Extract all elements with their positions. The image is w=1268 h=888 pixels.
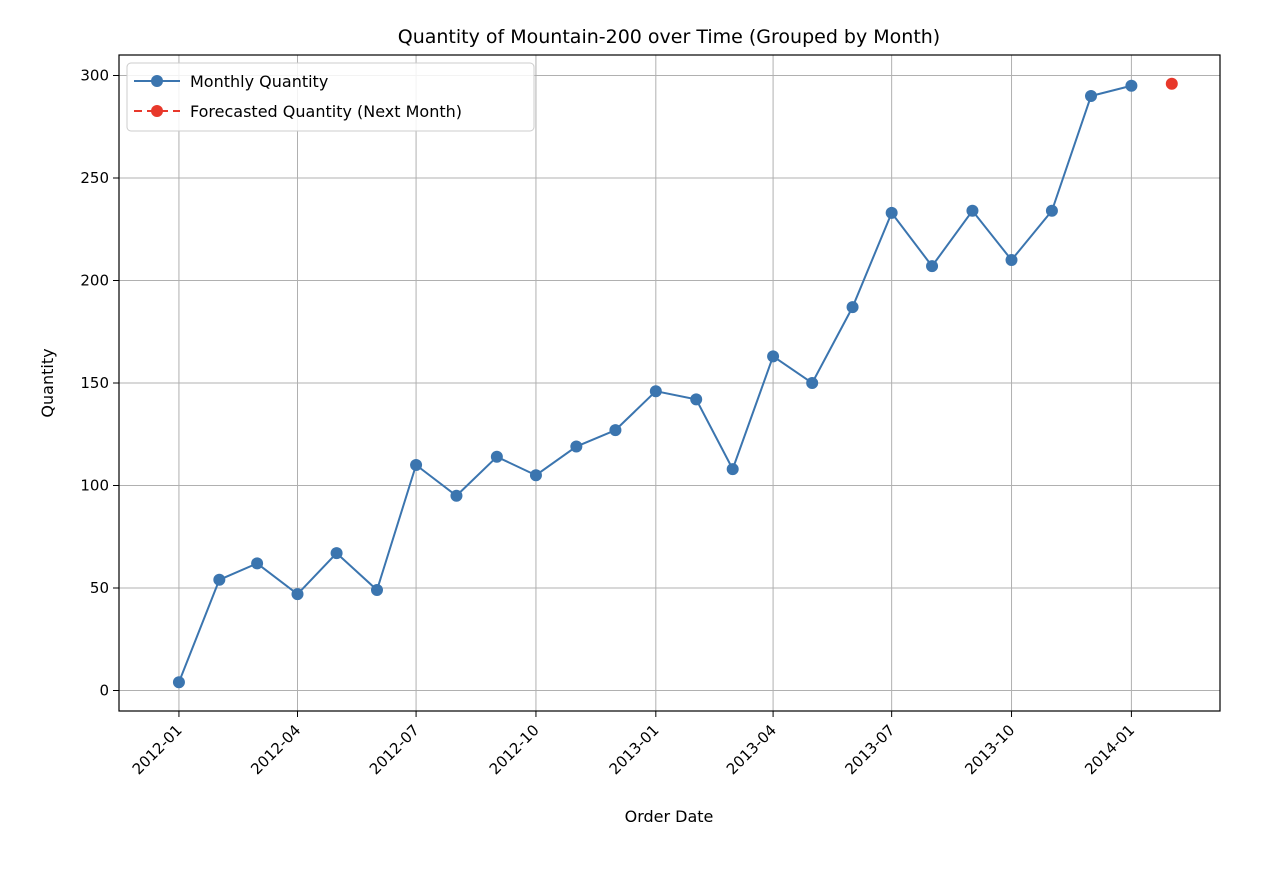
- x-tick-label: 2012-04: [247, 721, 304, 778]
- y-tick-label: 300: [80, 67, 109, 85]
- legend-marker-forecast: [151, 105, 163, 117]
- data-point: [251, 557, 264, 570]
- x-axis: 2012-01 2012-04 2012-07 2012-10 2013-01 2013-…: [129, 711, 1138, 778]
- series-line: [178, 84, 1132, 683]
- data-point: [726, 463, 739, 476]
- data-point: [966, 204, 979, 217]
- x-tick-label: 2013-10: [961, 721, 1018, 778]
- y-tick-label: 100: [80, 477, 109, 495]
- x-tick-label: 2014-01: [1081, 721, 1138, 778]
- x-tick-label: 2013-04: [723, 721, 780, 778]
- data-point: [291, 588, 304, 601]
- y-tick-label: 150: [80, 374, 109, 392]
- data-point: [172, 676, 185, 689]
- y-tick-label: 0: [99, 682, 109, 700]
- legend-box: [126, 62, 535, 132]
- data-point: [846, 301, 859, 314]
- data-point: [410, 459, 423, 471]
- x-tick-label: 2013-07: [841, 721, 898, 778]
- y-axis: 0 50 100 150 200 250 300: [80, 67, 119, 700]
- y-tick-label: 250: [80, 169, 109, 187]
- data-point: [570, 440, 583, 453]
- series-layer: [172, 77, 1178, 689]
- grid-lines: [119, 55, 1220, 711]
- chart-title: Quantity of Mountain-200 over Time (Grou…: [398, 26, 940, 48]
- y-tick-label: 200: [80, 272, 109, 290]
- data-point: [885, 206, 898, 219]
- data-point: [690, 393, 703, 406]
- legend-marker-monthly: [151, 75, 163, 87]
- x-tick-label: 2012-01: [129, 721, 186, 778]
- data-point: [767, 350, 780, 363]
- data-point: [213, 573, 226, 586]
- data-point: [330, 547, 343, 560]
- data-point: [1005, 254, 1018, 266]
- data-point: [806, 377, 819, 389]
- x-axis-label: Order Date: [625, 807, 714, 826]
- data-point: [609, 424, 622, 437]
- data-point: [490, 450, 503, 463]
- data-point: [649, 385, 662, 398]
- data-point: [370, 584, 383, 597]
- data-point: [1125, 79, 1138, 92]
- x-tick-label: 2013-01: [606, 721, 663, 778]
- legend-label-monthly: Monthly Quantity: [190, 72, 328, 91]
- data-point: [1165, 77, 1178, 90]
- data-point: [1085, 90, 1098, 102]
- x-tick-label: 2012-10: [486, 721, 543, 778]
- legend: Monthly Quantity Forecasted Quantity (Ne…: [126, 62, 535, 132]
- x-tick-label: 2012-07: [366, 721, 423, 778]
- data-point: [450, 489, 463, 502]
- y-axis-label: Quantity: [38, 348, 57, 417]
- data-point: [1045, 204, 1058, 217]
- y-tick-label: 50: [90, 579, 109, 597]
- data-point: [926, 260, 939, 273]
- data-point: [529, 469, 542, 482]
- legend-label-forecast: Forecasted Quantity (Next Month): [190, 102, 462, 121]
